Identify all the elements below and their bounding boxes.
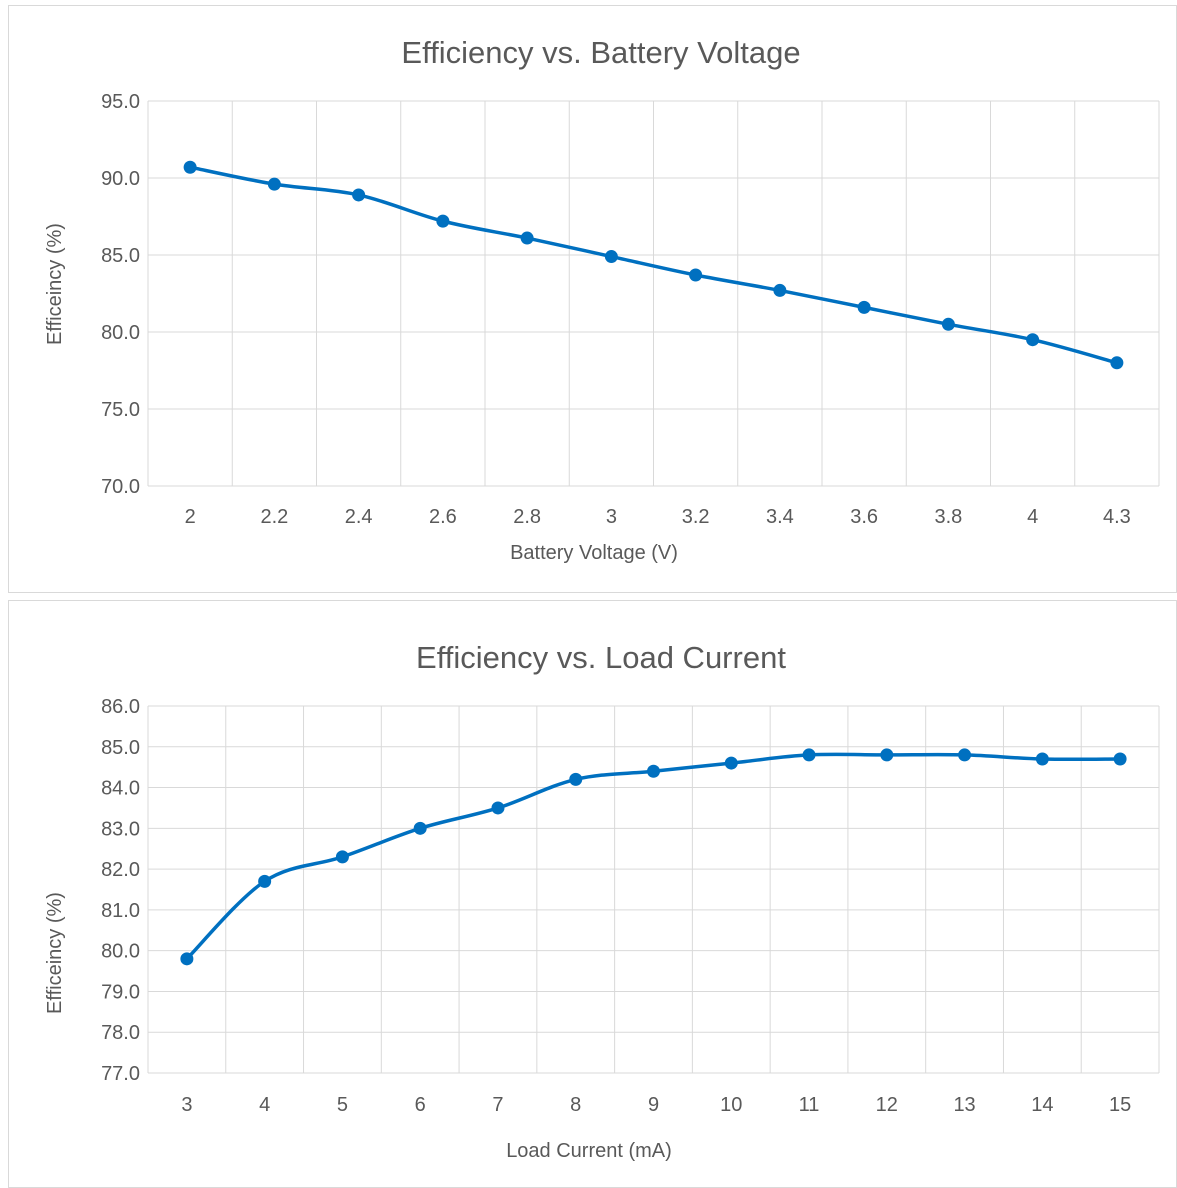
data-point [335,850,349,864]
data-point [880,748,894,762]
x-tick-label: 3.2 [682,506,710,528]
data-point [520,231,534,245]
x-axis-title: Battery Voltage (V) [510,542,678,564]
y-axis-title: Efficeincy (%) [44,223,66,345]
chart-efficiency-vs-battery-voltage: Efficiency vs. Battery Voltage 70.0 75.0 8… [8,5,1177,593]
x-tick-label: 2.4 [345,506,373,528]
x-tick-label: 15 [1109,1094,1131,1116]
data-point [1113,752,1127,766]
data-point [1026,333,1040,347]
x-tick-label: 10 [720,1094,742,1116]
y-tick-label: 77.0 [101,1063,140,1085]
data-point [689,268,703,282]
y-axis-title: Efficeincy (%) [44,892,66,1014]
data-point [958,748,972,762]
y-tick-label: 86.0 [101,696,140,718]
x-axis-title: Load Current (mA) [506,1140,672,1162]
y-tick-label: 79.0 [101,981,140,1003]
x-tick-label: 2.8 [513,506,541,528]
y-tick-label: 80.0 [101,941,140,963]
y-tick-label: 85.0 [101,245,140,267]
y-tick-label: 75.0 [101,399,140,421]
y-tick-labels: 77.0 78.0 79.0 80.0 81.0 82.0 83.0 84.0 85.0 86.0 [101,696,140,1085]
data-point [569,772,583,786]
y-tick-label: 80.0 [101,322,140,344]
data-point [941,317,955,331]
data-point [802,748,816,762]
x-tick-label: 5 [337,1094,348,1116]
x-tick-label: 4 [259,1094,270,1116]
data-point [857,300,871,314]
chart-efficiency-vs-load-current: Efficiency vs. Load Current 77.0 78.0 79.0… [8,600,1177,1188]
data-point [491,801,505,815]
x-tick-label: 3 [606,506,617,528]
chart-svg: Efficiency vs. Load Current 77.0 78.0 79.0… [44,640,1160,1162]
y-tick-label: 84.0 [101,778,140,800]
x-tick-label: 6 [415,1094,426,1116]
x-tick-label: 13 [953,1094,975,1116]
x-tick-label: 3 [181,1094,192,1116]
data-point [647,764,660,778]
data-point [1110,356,1124,370]
series-line [185,752,1122,961]
x-tick-label: 4 [1027,506,1038,528]
x-tick-label: 14 [1031,1094,1053,1116]
data-point [183,160,197,174]
y-tick-label: 81.0 [101,900,140,922]
x-tick-label: 9 [648,1094,659,1116]
data-point [258,874,272,888]
chart-title: Efficiency vs. Load Current [416,640,786,675]
x-tick-labels: 2 2.2 2.4 2.6 2.8 3 3.2 3.4 3.6 3.8 4 4.3 [185,506,1131,528]
x-tick-label: 8 [570,1094,581,1116]
grid [147,100,1160,487]
x-tick-label: 4.3 [1103,506,1131,528]
data-point [604,250,618,264]
y-tick-labels: 70.0 75.0 80.0 85.0 90.0 95.0 [101,91,140,498]
y-tick-label: 78.0 [101,1022,140,1044]
x-tick-label: 3.6 [850,506,878,528]
data-point [352,188,366,202]
data-point [773,283,787,297]
y-tick-label: 70.0 [101,476,140,498]
x-tick-label: 12 [876,1094,898,1116]
x-tick-label: 7 [492,1094,503,1116]
grid [147,705,1160,1074]
x-tick-label: 11 [799,1094,820,1116]
y-tick-label: 90.0 [101,168,140,190]
x-tick-label: 3.8 [934,506,962,528]
y-tick-label: 95.0 [101,91,140,113]
data-point [413,821,427,835]
series-line [188,165,1119,365]
data-point [724,756,738,770]
y-tick-label: 85.0 [101,737,140,759]
data-point [1035,752,1049,766]
x-tick-label: 2.6 [429,506,457,528]
y-tick-label: 83.0 [101,818,140,840]
data-point [436,214,450,228]
x-tick-label: 2 [185,506,196,528]
data-point [267,177,281,191]
x-tick-labels: 3 4 5 6 7 8 9 10 11 12 13 14 15 [181,1094,1131,1116]
x-tick-label: 2.2 [260,506,288,528]
series [180,748,1127,966]
chart-title: Efficiency vs. Battery Voltage [401,35,800,70]
x-tick-label: 3.4 [766,506,794,528]
series [183,160,1124,370]
chart-svg: Efficiency vs. Battery Voltage 70.0 75.0 8… [44,35,1160,564]
data-point [180,952,194,966]
y-tick-label: 82.0 [101,859,140,881]
